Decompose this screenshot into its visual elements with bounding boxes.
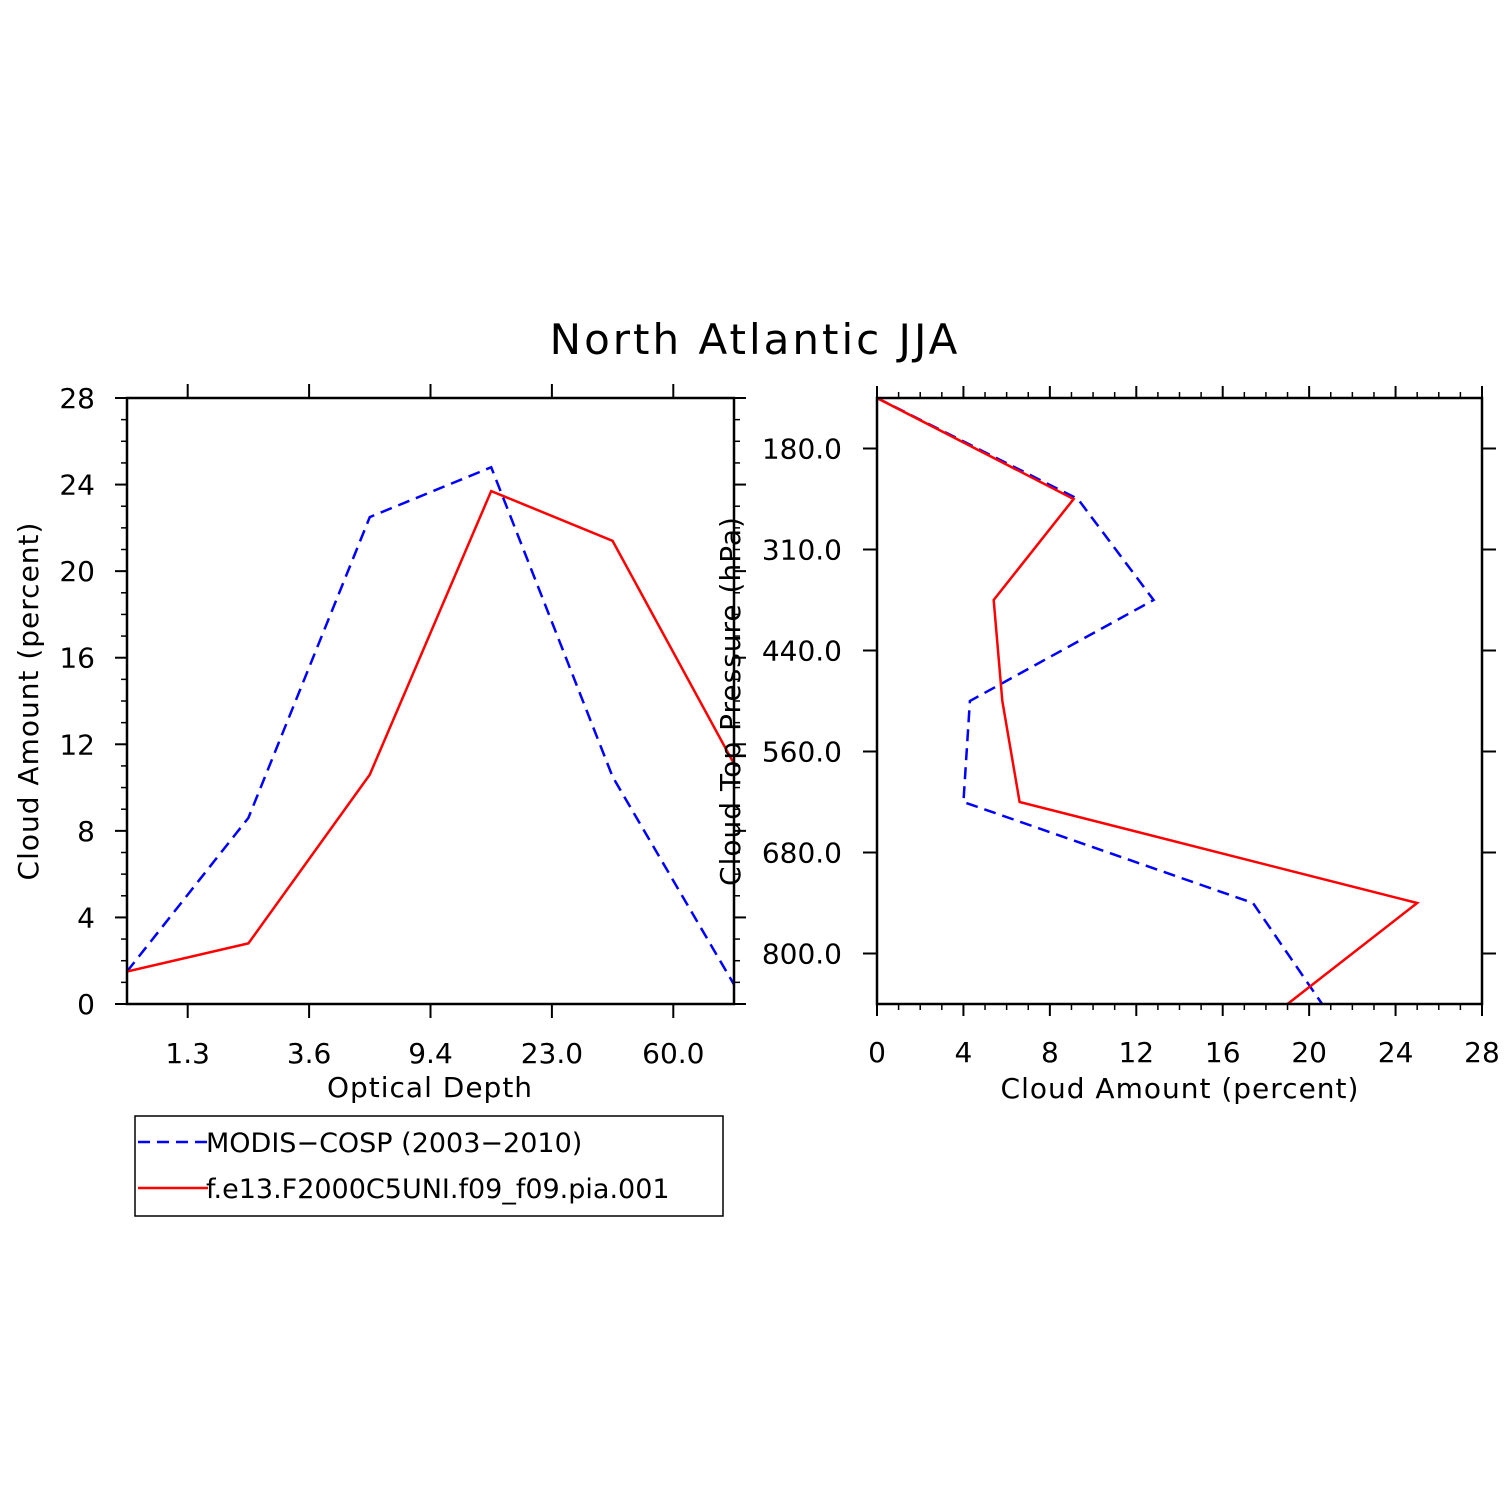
left-x-tick-label: 60.0 — [642, 1037, 704, 1070]
right-series-line-model — [876, 396, 1420, 1005]
right-x-tick-label: 28 — [1464, 1036, 1500, 1069]
right-x-tick-label: 12 — [1118, 1036, 1154, 1069]
left-x-tick-label: 23.0 — [521, 1037, 583, 1070]
right-panel: 0 4 8 12 16 20 24 28 180.0 310.0 440.0 560.0 680.0 80… — [714, 386, 1500, 1105]
right-y-tick-label: 440.0 — [762, 635, 842, 668]
left-panel-ticks — [115, 384, 746, 1018]
left-series-line-modis — [126, 465, 736, 986]
left-y-tick-label: 20 — [59, 555, 95, 588]
left-y-tick-label: 8 — [77, 815, 95, 848]
left-y-axis-label: Cloud Amount (percent) — [12, 522, 45, 881]
legend-box — [134, 1115, 724, 1217]
left-y-tick-label: 28 — [59, 382, 95, 415]
left-y-tick-label: 16 — [59, 642, 95, 675]
right-plot-frame — [875, 396, 1484, 1006]
right-x-tick-label: 0 — [868, 1036, 886, 1069]
right-x-tick-label: 4 — [955, 1036, 973, 1069]
left-x-tick-label: 3.6 — [287, 1037, 332, 1070]
right-x-tick-label: 8 — [1041, 1036, 1059, 1069]
left-panel-series — [126, 465, 736, 986]
right-x-tick-label: 24 — [1378, 1036, 1414, 1069]
left-series-line-model — [126, 489, 736, 973]
right-series-line-modis — [876, 396, 1324, 1005]
right-y-tick-label: 180.0 — [762, 433, 842, 466]
right-x-tick-label: 16 — [1205, 1036, 1241, 1069]
legend-label-modis: MODIS−COSP (2003−2010) — [206, 1128, 582, 1159]
left-panel: 0 4 8 12 16 20 24 28 1.3 3.6 9.4 23.0 60.0 Optical D… — [12, 382, 746, 1104]
left-panel-tick-labels: 0 4 8 12 16 20 24 28 1.3 3.6 9.4 23.0 60.0 — [59, 382, 704, 1070]
right-y-axis-label: Cloud Top Pressure (hPa) — [714, 516, 747, 886]
right-y-tick-label: 310.0 — [762, 534, 842, 567]
right-y-tick-label: 800.0 — [762, 938, 842, 971]
right-panel-tick-labels: 0 4 8 12 16 20 24 28 180.0 310.0 440.0 560.0 680.0 80… — [762, 433, 1500, 1070]
legend-label-model: f.e13.F2000C5UNI.f09_f09.pia.001 — [206, 1174, 670, 1205]
right-x-tick-label: 20 — [1291, 1036, 1327, 1069]
left-x-axis-label: Optical Depth — [327, 1071, 533, 1104]
legend: MODIS−COSP (2003−2010) f.e13.F2000C5UNI.… — [134, 1115, 724, 1217]
left-y-tick-label: 0 — [77, 988, 95, 1021]
right-x-axis-label: Cloud Amount (percent) — [1001, 1072, 1360, 1105]
left-x-tick-label: 9.4 — [408, 1037, 453, 1070]
right-y-tick-label: 680.0 — [762, 837, 842, 870]
right-panel-ticks — [863, 386, 1496, 1016]
left-y-tick-label: 4 — [77, 901, 95, 934]
chart-title: North Atlantic JJA — [550, 315, 961, 364]
left-plot-frame — [125, 396, 736, 1006]
left-x-tick-label: 1.3 — [165, 1037, 210, 1070]
left-y-tick-label: 24 — [59, 469, 95, 502]
right-panel-series — [876, 396, 1420, 1005]
right-y-tick-label: 560.0 — [762, 736, 842, 769]
left-y-tick-label: 12 — [59, 728, 95, 761]
